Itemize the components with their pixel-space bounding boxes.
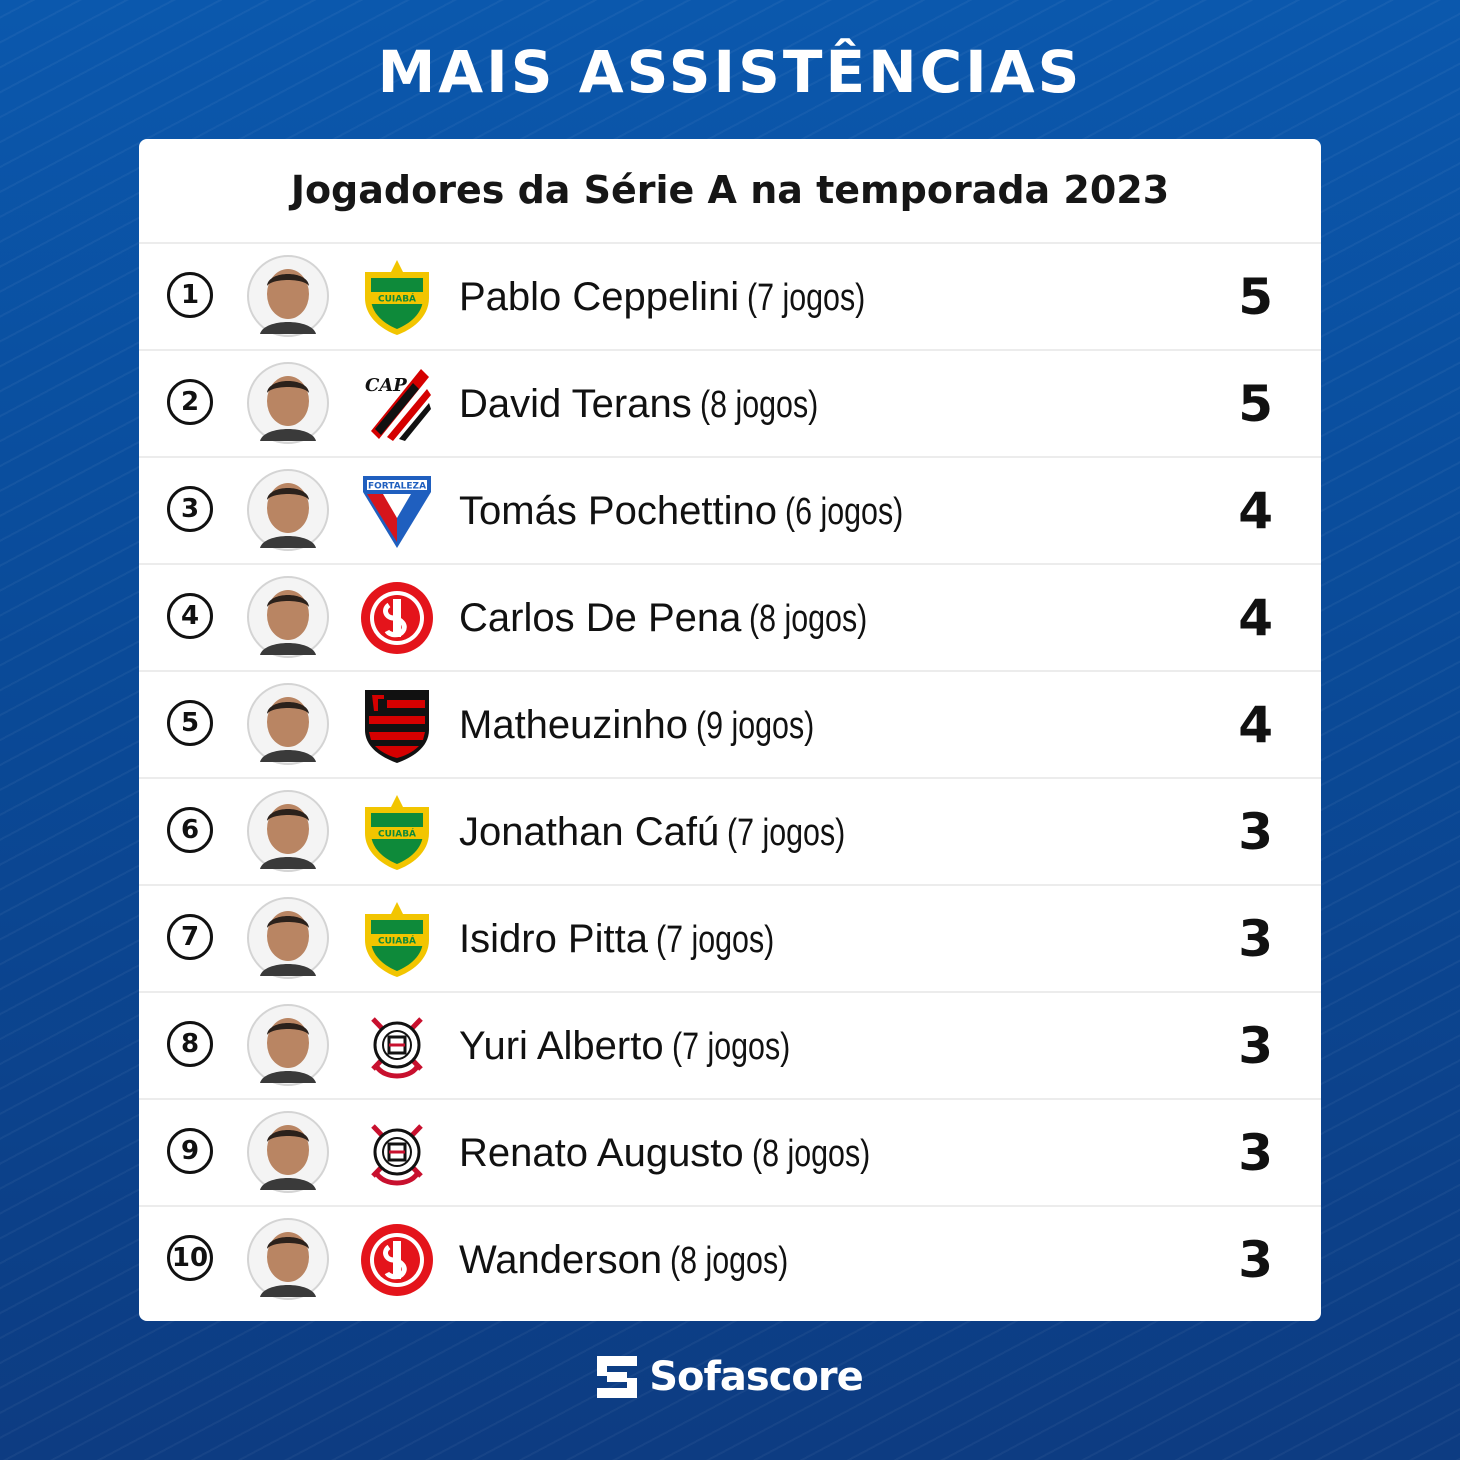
svg-text:CUIABÁ: CUIABÁ bbox=[378, 293, 416, 305]
assists-value: 3 bbox=[1238, 803, 1273, 861]
player-name: Carlos De Pena (8 jogos) bbox=[459, 565, 897, 672]
assists-value: 3 bbox=[1238, 1017, 1273, 1075]
player-avatar-icon bbox=[247, 1218, 329, 1300]
rank-badge: 2 bbox=[167, 379, 213, 425]
svg-text:CUIABÁ: CUIABÁ bbox=[378, 828, 416, 840]
games-count: (8 jogos) bbox=[670, 1240, 789, 1282]
games-count: (7 jogos) bbox=[671, 1026, 790, 1068]
player-name: Wanderson (8 jogos) bbox=[459, 1207, 818, 1314]
svg-text:CUIABÁ: CUIABÁ bbox=[378, 935, 416, 947]
player-name-text: Jonathan Cafú bbox=[459, 810, 720, 854]
rank-badge: 5 bbox=[167, 700, 213, 746]
player-name-text: Renato Augusto bbox=[459, 1131, 744, 1175]
ranking-row: 3 FORTALEZA Tomás Pochettino (6 jogos) 4 bbox=[139, 458, 1321, 565]
rank-badge: 8 bbox=[167, 1021, 213, 1067]
player-avatar-icon bbox=[247, 1111, 329, 1193]
player-avatar-icon bbox=[247, 897, 329, 979]
assists-value: 5 bbox=[1238, 375, 1273, 433]
games-count: (8 jogos) bbox=[699, 384, 818, 426]
corinthians-crest-icon bbox=[359, 1114, 435, 1192]
ranking-row: 10 Wanderson (8 jogos) 3 bbox=[139, 1207, 1321, 1314]
sofascore-logo-icon bbox=[597, 1356, 638, 1398]
player-avatar-icon bbox=[247, 683, 329, 765]
assists-value: 5 bbox=[1238, 268, 1273, 326]
player-avatar-icon bbox=[247, 362, 329, 444]
player-avatar-icon bbox=[247, 469, 329, 551]
ranking-row: 7 CUIABÁ Isidro Pitta (7 jogos) 3 bbox=[139, 886, 1321, 993]
player-avatar-icon bbox=[247, 790, 329, 872]
player-name-text: Carlos De Pena bbox=[459, 596, 742, 640]
player-name-text: Yuri Alberto bbox=[459, 1024, 664, 1068]
cuiaba-crest-icon: CUIABÁ bbox=[359, 793, 435, 871]
page-title: MAIS ASSISTÊNCIAS bbox=[377, 38, 1083, 106]
games-count: (8 jogos) bbox=[751, 1133, 870, 1175]
player-name-text: Matheuzinho bbox=[459, 703, 689, 747]
player-name: Jonathan Cafú (7 jogos) bbox=[459, 779, 875, 886]
games-count: (8 jogos) bbox=[749, 598, 868, 640]
games-count: (6 jogos) bbox=[784, 491, 904, 533]
svg-text:FORTALEZA: FORTALEZA bbox=[368, 482, 426, 492]
rank-badge: 9 bbox=[167, 1128, 213, 1174]
cuiaba-crest-icon: CUIABÁ bbox=[359, 258, 435, 336]
player-avatar-icon bbox=[247, 576, 329, 658]
games-count: (7 jogos) bbox=[747, 277, 866, 319]
assists-value: 4 bbox=[1238, 482, 1273, 540]
athletico-crest-icon: CAP bbox=[359, 365, 435, 443]
player-name-text: Pablo Ceppelini bbox=[459, 275, 740, 319]
player-name-text: Wanderson bbox=[459, 1238, 663, 1282]
ranking-row: 4 Carlos De Pena (8 jogos) 4 bbox=[139, 565, 1321, 672]
ranking-subtitle: Jogadores da Série A na temporada 2023 bbox=[139, 139, 1321, 244]
player-name: Isidro Pitta (7 jogos) bbox=[459, 886, 804, 993]
rank-badge: 1 bbox=[167, 272, 213, 318]
player-name: Renato Augusto (8 jogos) bbox=[459, 1100, 900, 1207]
assists-value: 3 bbox=[1238, 910, 1273, 968]
assists-value: 3 bbox=[1238, 1231, 1273, 1289]
ranking-row: 2 CAP David Terans (8 jogos) 5 bbox=[139, 351, 1321, 458]
internacional-crest-icon bbox=[359, 579, 435, 657]
brand-name: Sofascore bbox=[649, 1354, 864, 1400]
internacional-crest-icon bbox=[359, 1221, 435, 1299]
assists-value: 4 bbox=[1238, 589, 1273, 647]
rank-badge: 10 bbox=[167, 1235, 213, 1281]
player-name: Tomás Pochettino (6 jogos) bbox=[459, 458, 933, 565]
games-count: (9 jogos) bbox=[696, 705, 815, 747]
rank-badge: 7 bbox=[167, 914, 213, 960]
assists-value: 4 bbox=[1238, 696, 1273, 754]
rank-badge: 4 bbox=[167, 593, 213, 639]
player-name: David Terans (8 jogos) bbox=[459, 351, 848, 458]
ranking-row: 8 Yuri Alberto (7 jogos) 3 bbox=[139, 993, 1321, 1100]
svg-text:CAP: CAP bbox=[365, 375, 407, 396]
player-name-text: Tomás Pochettino bbox=[459, 489, 777, 533]
rank-badge: 3 bbox=[167, 486, 213, 532]
fortaleza-crest-icon: FORTALEZA bbox=[359, 472, 435, 550]
rank-badge: 6 bbox=[167, 807, 213, 853]
player-avatar-icon bbox=[247, 255, 329, 337]
player-name: Pablo Ceppelini (7 jogos) bbox=[459, 244, 895, 351]
ranking-row: 6 CUIABÁ Jonathan Cafú (7 jogos) 3 bbox=[139, 779, 1321, 886]
ranking-row: 1 CUIABÁ Pablo Ceppelini (7 jogos) 5 bbox=[139, 244, 1321, 351]
player-name: Yuri Alberto (7 jogos) bbox=[459, 993, 819, 1100]
player-avatar-icon bbox=[247, 1004, 329, 1086]
assists-value: 3 bbox=[1238, 1124, 1273, 1182]
ranking-list: 1 CUIABÁ Pablo Ceppelini (7 jogos) 5 2 bbox=[139, 244, 1321, 1314]
games-count: (7 jogos) bbox=[655, 919, 775, 961]
player-name: Matheuzinho (9 jogos) bbox=[459, 672, 844, 779]
games-count: (7 jogos) bbox=[727, 812, 846, 854]
player-name-text: Isidro Pitta bbox=[459, 917, 648, 961]
corinthians-crest-icon bbox=[359, 1007, 435, 1085]
brand-logo: Sofascore bbox=[0, 1354, 1460, 1402]
player-name-text: David Terans bbox=[459, 382, 692, 426]
ranking-row: 5 Matheuzinho (9 jogos) 4 bbox=[139, 672, 1321, 779]
ranking-row: 9 Renato Augusto (8 jogos) 3 bbox=[139, 1100, 1321, 1207]
cuiaba-crest-icon: CUIABÁ bbox=[359, 900, 435, 978]
ranking-card: Jogadores da Série A na temporada 2023 1… bbox=[139, 139, 1321, 1321]
flamengo-crest-icon bbox=[359, 686, 435, 764]
